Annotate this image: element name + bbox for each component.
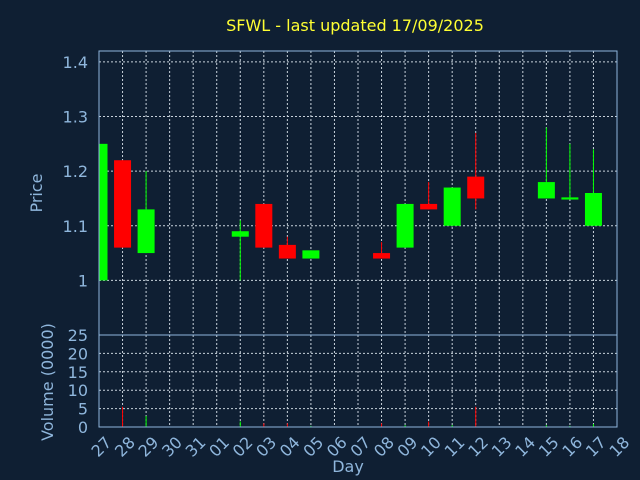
candle-body: [278, 244, 296, 259]
x-axis-label: Day: [332, 457, 364, 476]
volume-bars: [98, 406, 594, 427]
volume-panel-frame: [98, 334, 618, 428]
candle-body: [114, 160, 132, 248]
volume-tick-label: 15: [68, 363, 88, 382]
chart-title: SFWL - last updated 17/09/2025: [226, 16, 484, 35]
volume-tick-label: 10: [68, 381, 88, 400]
candle-body: [137, 209, 155, 254]
price-tick-label: 1: [78, 271, 88, 290]
candle-body: [584, 193, 602, 226]
candle-body: [537, 182, 555, 199]
candle-body: [467, 176, 485, 199]
candle-body: [396, 203, 414, 248]
volume-tick-label: 25: [68, 326, 88, 345]
candle-body: [373, 253, 391, 259]
price-axis-label: Price: [27, 173, 46, 212]
candle-body: [443, 187, 461, 226]
candle-body: [561, 197, 579, 200]
price-tick-label: 1.2: [63, 162, 88, 181]
candle-body: [255, 203, 273, 248]
tick-labels: 2728293031010203040506070809101112131415…: [63, 53, 634, 461]
volume-tick-label: 0: [78, 418, 88, 437]
price-tick-label: 1.4: [63, 53, 88, 72]
x-tick-label: 18: [605, 433, 633, 461]
candles: [98, 127, 602, 281]
candle-body: [231, 231, 249, 237]
volume-axis-label: Volume (0000): [38, 323, 57, 441]
grid: [98, 51, 618, 428]
price-tick-label: 1.3: [63, 108, 88, 127]
volume-tick-label: 20: [68, 344, 88, 363]
volume-tick-label: 5: [78, 400, 88, 419]
price-tick-label: 1.1: [63, 217, 88, 236]
candle-body: [99, 143, 108, 281]
candle-body: [420, 203, 438, 210]
candle-body: [302, 250, 320, 259]
